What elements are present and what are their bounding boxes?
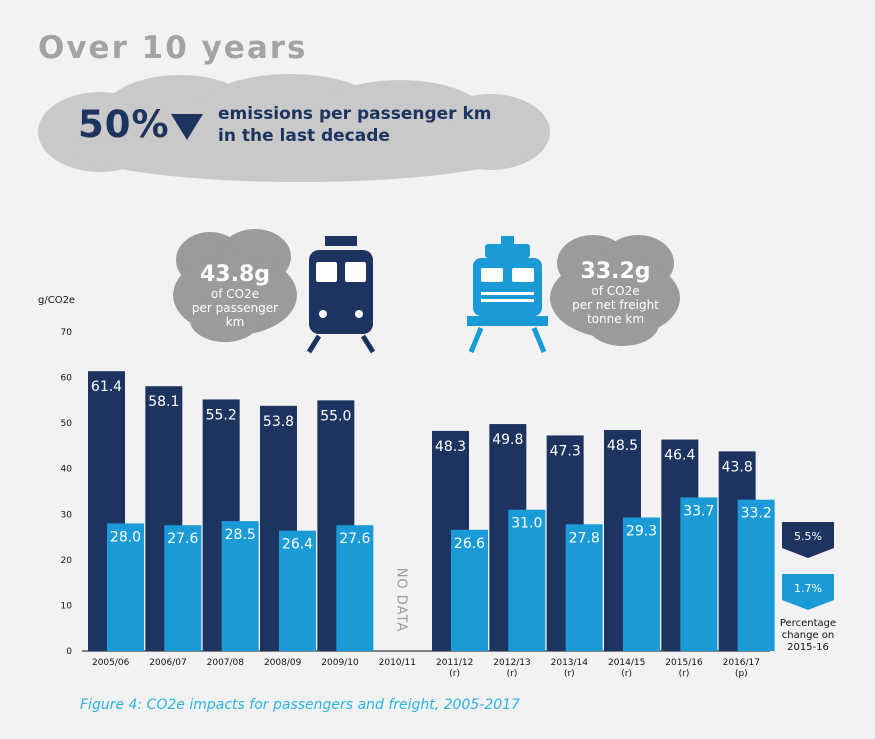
x-tick-label: 2008/09 — [264, 658, 302, 668]
passenger-badge-line2: per passenger — [191, 301, 279, 315]
passenger-bar-label: 55.0 — [320, 408, 351, 424]
passenger-bar-label: 48.3 — [435, 439, 466, 455]
passenger-change-value: 5.5% — [794, 530, 822, 543]
freight-bar — [107, 523, 144, 651]
freight-change-value: 1.7% — [794, 582, 822, 595]
freight-bar — [221, 521, 259, 651]
y-tick-label: 20 — [61, 556, 73, 566]
freight-bar — [279, 530, 316, 651]
freight-bar-label: 28.5 — [225, 527, 256, 543]
y-tick-label: 40 — [61, 465, 73, 475]
freight-bar-label: 29.3 — [626, 523, 657, 539]
stat-percentage: 50% — [78, 103, 170, 146]
freight-bar — [164, 525, 202, 651]
stat-line-2: in the last decade — [218, 126, 390, 146]
passenger-badge-line1: of CO2e — [210, 287, 260, 301]
y-tick-label: 70 — [61, 328, 73, 338]
freight-bar — [508, 509, 546, 651]
y-tick-label: 30 — [61, 510, 73, 520]
freight-bar-label: 28.0 — [110, 529, 141, 545]
freight-badge-line2: per net freight — [572, 298, 659, 312]
freight-bar-label: 27.8 — [569, 530, 600, 546]
x-tick-label: 2015/16 — [665, 658, 703, 668]
x-tick-label: 2005/06 — [92, 658, 130, 668]
x-tick-label: (r) — [621, 669, 632, 679]
y-tick-label: 10 — [61, 601, 73, 611]
x-tick-label: (r) — [564, 669, 575, 679]
freight-bar-label: 33.7 — [683, 503, 714, 519]
y-tick-label: 0 — [66, 647, 72, 657]
passenger-bar-label: 55.2 — [206, 407, 237, 423]
x-tick-label: 2016/17 — [723, 658, 760, 668]
passenger-train-icon — [306, 236, 376, 354]
freight-locomotive-icon — [467, 236, 548, 353]
freight-bar — [451, 529, 488, 651]
passenger-bar-label: 48.5 — [607, 438, 638, 454]
passenger-bar-label: 61.4 — [91, 379, 122, 395]
y-axis-label: g/CO2e — [38, 295, 76, 306]
passenger-bar-label: 49.8 — [492, 432, 523, 448]
passenger-badge-cloud — [173, 229, 297, 342]
passenger-badge-line3: km — [225, 315, 245, 329]
page-title: Over 10 years — [38, 30, 308, 66]
x-tick-label: 2012/13 — [493, 658, 530, 668]
down-triangle-icon — [171, 114, 203, 140]
stat-line-1: emissions per passenger km — [218, 104, 492, 124]
passenger-bar-label: 58.1 — [148, 394, 179, 410]
freight-badge: 33.2g of CO2e per net freight tonne km — [553, 259, 678, 327]
passenger-change-marker — [782, 522, 834, 558]
passenger-badge: 43.8g of CO2e per passenger km — [175, 262, 295, 330]
freight-change-marker — [782, 574, 834, 610]
x-tick-label: 2006/07 — [149, 658, 186, 668]
x-tick-label: (p) — [735, 669, 748, 679]
freight-bar — [623, 517, 660, 651]
freight-bar-label: 31.0 — [511, 516, 542, 532]
passenger-bar-label: 46.4 — [664, 448, 695, 464]
freight-badge-cloud — [550, 235, 680, 346]
freight-bar-label: 27.6 — [167, 531, 198, 547]
freight-bar — [680, 497, 718, 651]
freight-badge-line3: tonne km — [586, 312, 645, 326]
passenger-badge-value: 43.8g — [199, 262, 271, 287]
freight-bar-label: 27.6 — [339, 531, 370, 547]
x-tick-label: 2014/15 — [608, 658, 645, 668]
passenger-bar-label: 53.8 — [263, 414, 294, 430]
stat-description: emissions per passenger km in the last d… — [218, 103, 492, 147]
passenger-bar-label: 43.8 — [722, 459, 753, 475]
x-tick-label: 2011/12 — [436, 658, 473, 668]
y-tick-label: 50 — [61, 419, 73, 429]
y-tick-label: 60 — [61, 374, 73, 384]
x-tick-label: (r) — [679, 669, 690, 679]
no-data-label: NO DATA — [393, 568, 408, 633]
x-tick-label: 2013/14 — [551, 658, 589, 668]
figure-caption: Figure 4: CO2e impacts for passengers an… — [80, 697, 520, 713]
passenger-bar-label: 47.3 — [550, 443, 581, 459]
x-tick-label: (r) — [449, 669, 460, 679]
freight-bar-label: 33.2 — [741, 506, 772, 522]
x-tick-label: 2009/10 — [321, 658, 359, 668]
freight-bar-label: 26.4 — [282, 537, 313, 553]
x-tick-label: (r) — [507, 669, 518, 679]
x-tick-label: 2007/08 — [207, 658, 245, 668]
freight-bar — [737, 499, 775, 651]
freight-bar-label: 26.6 — [454, 536, 485, 552]
x-tick-label: 2010/11 — [379, 658, 416, 668]
freight-badge-value: 33.2g — [580, 259, 651, 284]
freight-bar — [336, 525, 374, 651]
freight-badge-line1: of CO2e — [591, 284, 640, 298]
freight-bar — [565, 524, 603, 651]
percentage-change-note: Percentage change on 2015-16 — [779, 618, 837, 653]
